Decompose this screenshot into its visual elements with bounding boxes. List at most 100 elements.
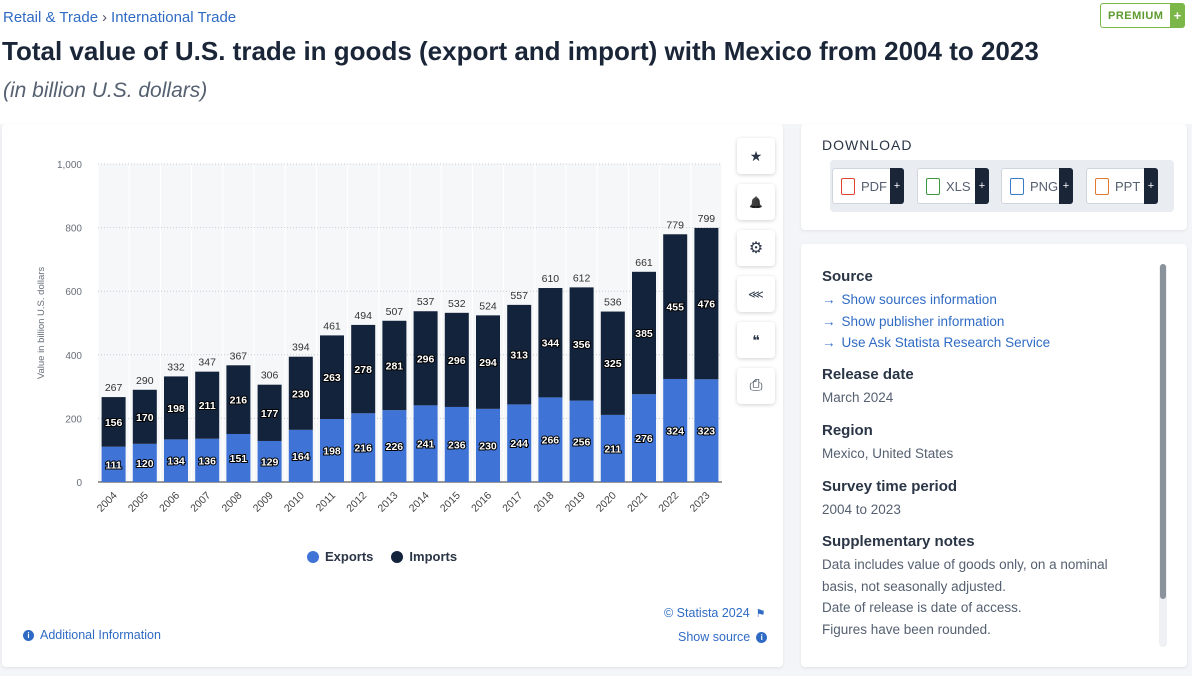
copyright-link[interactable]: © Statista 2024 ⚑ bbox=[664, 606, 766, 620]
settings-button[interactable]: ⚙ bbox=[737, 230, 775, 266]
share-icon: ⋘ bbox=[748, 288, 764, 301]
bar-imports bbox=[351, 324, 376, 414]
scrollbar-thumb[interactable] bbox=[1160, 264, 1166, 599]
print-button[interactable]: ⎙ bbox=[737, 368, 775, 404]
bar-exports bbox=[600, 414, 625, 482]
pdf-file-icon bbox=[841, 177, 855, 195]
bar-exports bbox=[632, 394, 656, 482]
data-label-exports: 323 bbox=[698, 426, 716, 438]
xls-plus: + bbox=[975, 168, 989, 204]
x-tick-label: 2004 bbox=[95, 490, 120, 515]
quote-icon: ❝ bbox=[752, 331, 760, 348]
breadcrumb-retail-trade[interactable]: Retail & Trade bbox=[3, 9, 99, 26]
note-line: basis, not seasonally adjusted. bbox=[822, 578, 1006, 594]
bar-imports bbox=[164, 376, 188, 440]
data-label-imports: 385 bbox=[635, 328, 653, 340]
y-tick-label: 400 bbox=[65, 351, 82, 362]
data-label-imports: 177 bbox=[261, 408, 279, 420]
data-label-total: 306 bbox=[261, 370, 279, 382]
breadcrumb: Retail & Trade › International Trade bbox=[3, 9, 236, 26]
x-tick-label: 2011 bbox=[314, 490, 339, 515]
x-tick-label: 2021 bbox=[625, 490, 650, 515]
bar-exports bbox=[164, 439, 188, 482]
show-source-link[interactable]: Show source i bbox=[678, 630, 768, 644]
data-label-exports: 198 bbox=[323, 446, 341, 458]
bar-exports bbox=[101, 446, 126, 482]
data-label-total: 290 bbox=[136, 375, 154, 387]
download-panel: DOWNLOAD PDF + XLS + PNG + PPT + bbox=[801, 124, 1187, 230]
panel-scrollbar[interactable] bbox=[1159, 264, 1167, 647]
y-tick-label: 800 bbox=[65, 224, 82, 235]
data-label-exports: 151 bbox=[230, 453, 248, 465]
gear-icon: ⚙ bbox=[748, 240, 764, 257]
bar-imports bbox=[476, 315, 500, 409]
star-icon: ★ bbox=[749, 147, 763, 164]
ppt-plus: + bbox=[1144, 168, 1158, 204]
ask-statista-link[interactable]: Use Ask Statista Research Service bbox=[822, 332, 1051, 354]
page-subtitle: (in billion U.S. dollars) bbox=[3, 79, 208, 102]
x-tick-label: 2009 bbox=[251, 490, 276, 515]
bar-imports bbox=[538, 288, 563, 398]
breadcrumb-international-trade[interactable]: International Trade bbox=[111, 9, 237, 26]
bar-imports bbox=[257, 384, 282, 441]
bar-exports bbox=[195, 438, 220, 482]
legend-item-exports[interactable]: Exports bbox=[307, 549, 373, 564]
note-line: Date of release is date of access. bbox=[822, 600, 1022, 615]
data-label-imports: 344 bbox=[542, 338, 560, 350]
bar-exports bbox=[320, 419, 344, 482]
download-ppt-button[interactable]: PPT + bbox=[1086, 168, 1158, 204]
data-label-exports: 266 bbox=[542, 435, 560, 447]
bar-imports bbox=[507, 304, 532, 405]
data-label-total: 779 bbox=[666, 219, 684, 231]
y-tick-label: 200 bbox=[65, 414, 82, 425]
survey-period-section: Survey time period 2004 to 2023 bbox=[822, 478, 957, 521]
bell-icon: 🔔 bbox=[749, 196, 763, 209]
data-label-total: 610 bbox=[542, 273, 560, 285]
share-button[interactable]: ⋘ bbox=[737, 276, 775, 312]
bar-imports bbox=[444, 312, 469, 407]
bar-imports bbox=[320, 335, 344, 420]
data-label-imports: 356 bbox=[573, 339, 591, 351]
bar-exports bbox=[288, 429, 313, 482]
legend-item-imports[interactable]: Imports bbox=[391, 549, 457, 564]
data-label-total: 524 bbox=[479, 300, 497, 312]
x-tick-label: 2007 bbox=[188, 490, 213, 515]
x-tick-label: 2008 bbox=[220, 490, 245, 515]
y-tick-label: 600 bbox=[65, 287, 82, 298]
data-label-exports: 164 bbox=[292, 451, 310, 463]
download-xls-button[interactable]: XLS + bbox=[917, 168, 989, 204]
supplementary-notes-heading: Supplementary notes bbox=[822, 533, 975, 550]
download-pdf-button[interactable]: PDF + bbox=[832, 168, 904, 204]
x-tick-label: 2006 bbox=[157, 490, 182, 515]
data-label-total: 799 bbox=[698, 213, 716, 225]
data-label-exports: 211 bbox=[604, 443, 621, 455]
download-png-button[interactable]: PNG + bbox=[1001, 168, 1073, 204]
data-label-exports: 244 bbox=[510, 438, 528, 450]
show-publisher-link[interactable]: Show publisher information bbox=[822, 311, 1050, 333]
info-icon: i bbox=[756, 631, 768, 643]
notification-button[interactable]: 🔔 bbox=[737, 184, 775, 220]
data-label-total: 536 bbox=[604, 297, 622, 309]
data-label-exports: 276 bbox=[635, 433, 653, 445]
y-tick-label: 1,000 bbox=[57, 160, 82, 171]
star-button[interactable]: ★ bbox=[737, 138, 775, 174]
xls-file-icon bbox=[926, 177, 940, 195]
additional-information-text: Additional Information bbox=[40, 628, 161, 642]
cite-button[interactable]: ❝ bbox=[737, 322, 775, 358]
additional-information-link[interactable]: i Additional Information bbox=[23, 628, 161, 642]
page-title: Total value of U.S. trade in goods (expo… bbox=[2, 36, 1039, 66]
bar-exports bbox=[538, 397, 563, 482]
pdf-label: PDF bbox=[861, 178, 887, 194]
region-heading: Region bbox=[822, 422, 873, 439]
premium-badge[interactable]: PREMIUM + bbox=[1100, 3, 1186, 28]
data-label-imports: 170 bbox=[136, 412, 154, 424]
bar-exports bbox=[507, 404, 532, 482]
x-tick-label: 2020 bbox=[594, 490, 619, 515]
data-label-total: 537 bbox=[417, 296, 435, 308]
chart-card: 0 200 400 600 800 1,000 Value in billion U.S. … bbox=[2, 124, 783, 667]
show-sources-link[interactable]: Show sources information bbox=[822, 289, 1050, 311]
data-label-exports: 120 bbox=[136, 458, 154, 470]
x-tick-label: 2010 bbox=[282, 490, 307, 515]
download-button-row: PDF + XLS + PNG + PPT + bbox=[830, 160, 1174, 212]
note-line: Figures have been rounded. bbox=[822, 621, 991, 637]
